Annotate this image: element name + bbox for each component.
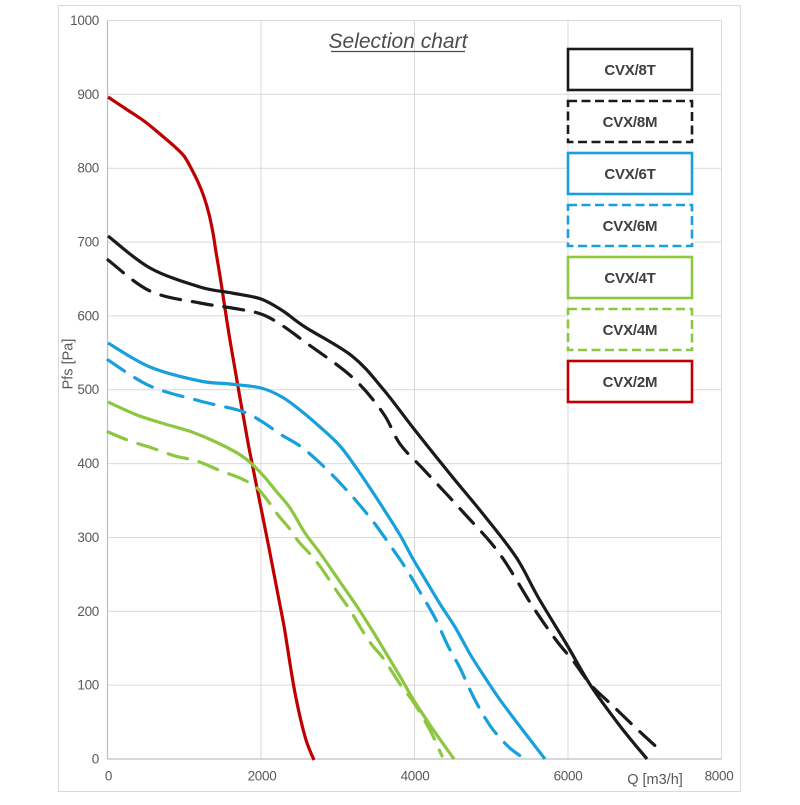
svg-text:400: 400: [77, 456, 99, 471]
svg-text:0: 0: [92, 752, 99, 767]
svg-text:CVX/6T: CVX/6T: [604, 166, 655, 183]
svg-text:CVX/6M: CVX/6M: [603, 218, 658, 235]
svg-text:2000: 2000: [248, 769, 277, 784]
svg-text:200: 200: [77, 604, 99, 619]
svg-text:CVX/8M: CVX/8M: [603, 114, 658, 131]
svg-text:Q [m3/h]: Q [m3/h]: [627, 772, 683, 788]
svg-text:Pfs [Pa]: Pfs [Pa]: [61, 339, 77, 390]
svg-text:100: 100: [77, 678, 99, 693]
svg-text:4000: 4000: [401, 769, 430, 784]
svg-text:1000: 1000: [70, 13, 99, 28]
svg-text:600: 600: [77, 308, 99, 323]
svg-text:CVX/8T: CVX/8T: [604, 62, 655, 79]
svg-text:700: 700: [77, 235, 99, 250]
svg-text:500: 500: [77, 382, 99, 397]
svg-text:0: 0: [105, 769, 112, 784]
svg-text:800: 800: [77, 161, 99, 176]
svg-text:6000: 6000: [554, 769, 583, 784]
svg-text:300: 300: [77, 530, 99, 545]
svg-text:CVX/2M: CVX/2M: [603, 374, 658, 391]
svg-text:900: 900: [77, 87, 99, 102]
svg-text:Selection chart: Selection chart: [329, 30, 469, 53]
svg-text:8000: 8000: [705, 769, 734, 784]
svg-text:CVX/4T: CVX/4T: [604, 270, 655, 287]
svg-text:CVX/4M: CVX/4M: [603, 322, 658, 339]
